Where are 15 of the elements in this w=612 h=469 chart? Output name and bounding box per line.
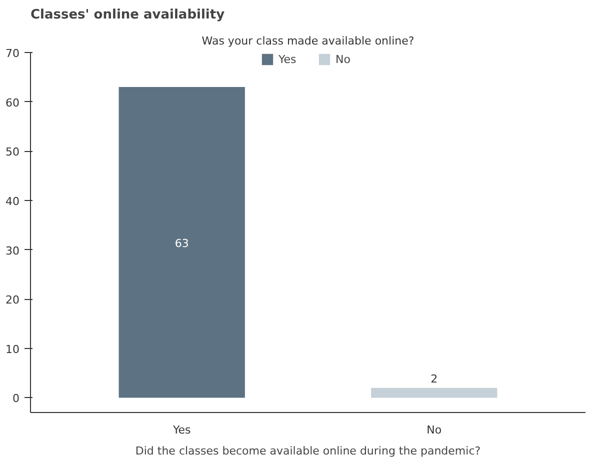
y-tick-label: 10 — [6, 342, 20, 356]
y-tick-label: 70 — [6, 47, 20, 60]
y-tick-label: 50 — [6, 146, 20, 159]
y-tick-label: 30 — [6, 244, 20, 258]
y-tick-label: 40 — [6, 194, 20, 208]
legend-label: Yes — [278, 52, 298, 66]
legend-title: Was your class made available online? — [202, 34, 414, 48]
y-tick-label: 60 — [6, 96, 20, 110]
y-tick-label: 20 — [6, 294, 20, 307]
data-label: 63 — [174, 236, 189, 250]
legend-label: No — [336, 52, 352, 66]
chart-title: Classes' online availability — [30, 8, 226, 22]
y-tick-label: 0 — [12, 392, 20, 406]
data-label: 2 — [430, 372, 438, 386]
x-axis-title: Did the classes become available online during the pandemic? — [135, 444, 481, 458]
